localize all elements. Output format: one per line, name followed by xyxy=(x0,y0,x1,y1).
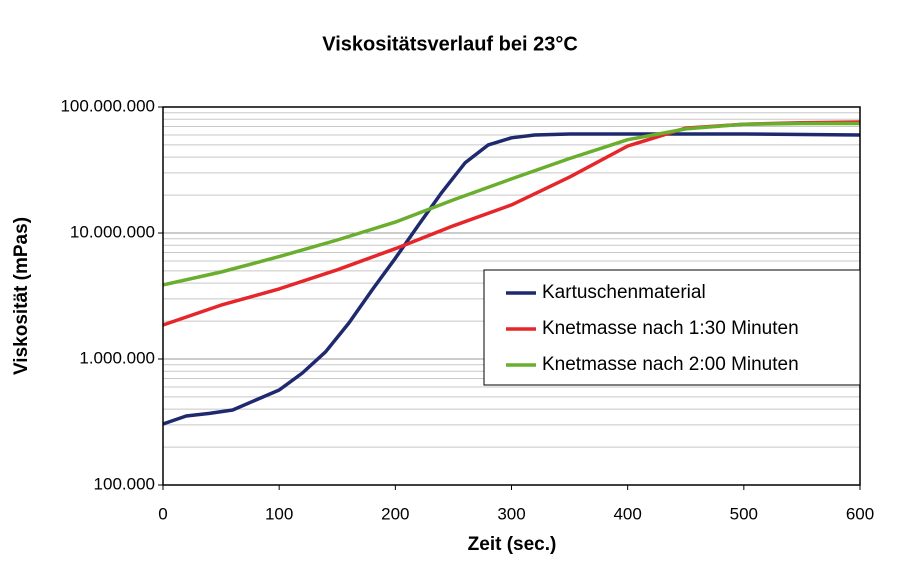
x-tick-label: 300 xyxy=(497,504,525,523)
y-tick-label: 1.000.000 xyxy=(79,348,155,367)
legend-label: Kartuschenmaterial xyxy=(542,282,706,303)
x-tick-label: 0 xyxy=(158,504,167,523)
x-tick-label: 600 xyxy=(846,504,874,523)
legend-label: Knetmasse nach 1:30 Minuten xyxy=(542,318,799,339)
x-tick-label: 500 xyxy=(730,504,758,523)
x-tick-label: 400 xyxy=(613,504,641,523)
x-axis-label: Zeit (sec.) xyxy=(468,534,557,555)
series-line xyxy=(162,121,860,287)
legend-box xyxy=(483,269,861,386)
legend-label: Knetmasse nach 2:00 Minuten xyxy=(542,354,799,375)
chart-title: Viskositätsverlauf bei 23°C xyxy=(322,33,578,55)
x-tick-label: 100 xyxy=(265,504,293,523)
x-tick-label: 200 xyxy=(381,504,409,523)
y-axis-label: Viskosität (mPas) xyxy=(11,217,32,375)
y-tick-label: 100.000.000 xyxy=(60,96,155,115)
series-line xyxy=(162,132,861,426)
y-tick-label: 100.000 xyxy=(94,474,155,493)
y-tick-label: 10.000.000 xyxy=(70,222,155,241)
